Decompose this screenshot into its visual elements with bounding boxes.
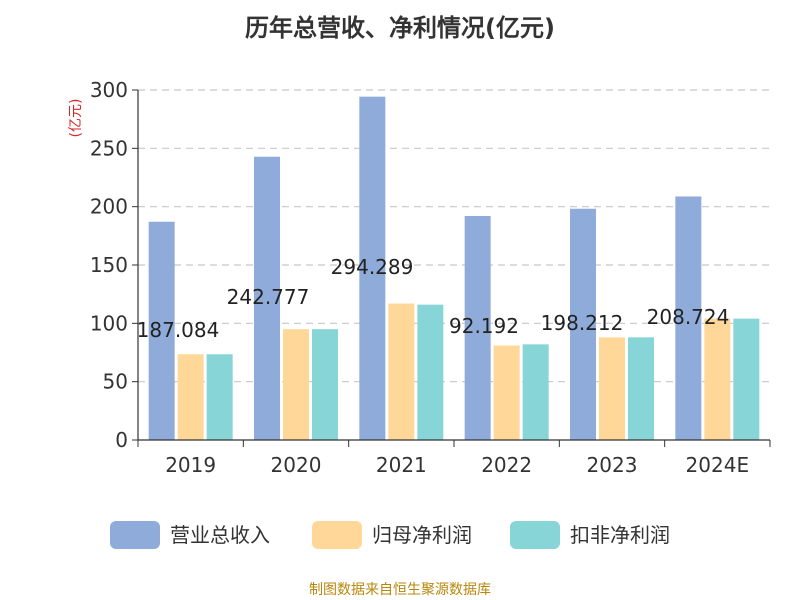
bar <box>417 304 444 440</box>
bar <box>570 208 596 440</box>
legend-label: 营业总收入 <box>170 523 270 547</box>
bar <box>522 344 549 440</box>
legend-swatch <box>110 521 160 549</box>
data-labels: 187.084 242.777 294.289 92.192 198.212 208.72… <box>137 255 730 342</box>
legend-label: 扣非净利润 <box>570 523 670 547</box>
legend-swatch <box>312 521 362 549</box>
y-tick-label: 300 <box>90 78 128 102</box>
data-label: 187.084 <box>137 318 220 342</box>
axes: 0 50 100 150 200 250 300 2019 2020 2021 2022 2023 20… <box>90 78 771 477</box>
y-tick-label: 0 <box>115 428 128 452</box>
x-tick-label: 2020 <box>271 453 322 477</box>
bar <box>493 345 520 440</box>
data-label: 92.192 <box>449 314 519 338</box>
y-axis-unit: (亿元) <box>68 99 84 138</box>
y-tick-label: 50 <box>103 370 128 394</box>
bar <box>704 318 731 440</box>
bar <box>177 354 204 440</box>
data-label: 294.289 <box>331 255 414 279</box>
x-tick-label: 2023 <box>587 453 638 477</box>
legend: 营业总收入 归母净利润 扣非净利润 <box>110 521 670 549</box>
bar <box>628 337 654 440</box>
bar <box>464 216 491 440</box>
data-label: 208.724 <box>647 305 730 329</box>
chart-title: 历年总营收、净利情况(亿元) <box>245 14 555 42</box>
legend-swatch <box>510 521 560 549</box>
y-tick-label: 150 <box>90 253 128 277</box>
bar <box>206 354 233 440</box>
x-tick-label: 2022 <box>481 453 532 477</box>
bar <box>283 329 309 440</box>
bars <box>148 96 760 440</box>
bar <box>359 96 386 440</box>
y-tick-label: 100 <box>90 311 128 335</box>
bar <box>733 318 760 440</box>
legend-label: 归母净利润 <box>372 523 472 547</box>
y-tick-label: 250 <box>90 136 128 160</box>
bar <box>254 156 280 440</box>
data-label: 242.777 <box>227 285 310 309</box>
bar <box>599 337 625 440</box>
x-tick-label: 2019 <box>165 453 216 477</box>
x-tick-label: 2021 <box>376 453 427 477</box>
source-note: 制图数据来自恒生聚源数据库 <box>309 582 491 598</box>
bar <box>148 221 175 440</box>
bar <box>312 329 338 440</box>
grid-lines <box>138 89 770 383</box>
bar <box>675 196 702 440</box>
x-tick-label: 2024E <box>686 453 750 477</box>
data-label: 198.212 <box>541 311 624 335</box>
bar <box>388 303 415 440</box>
y-tick-label: 200 <box>90 195 128 219</box>
